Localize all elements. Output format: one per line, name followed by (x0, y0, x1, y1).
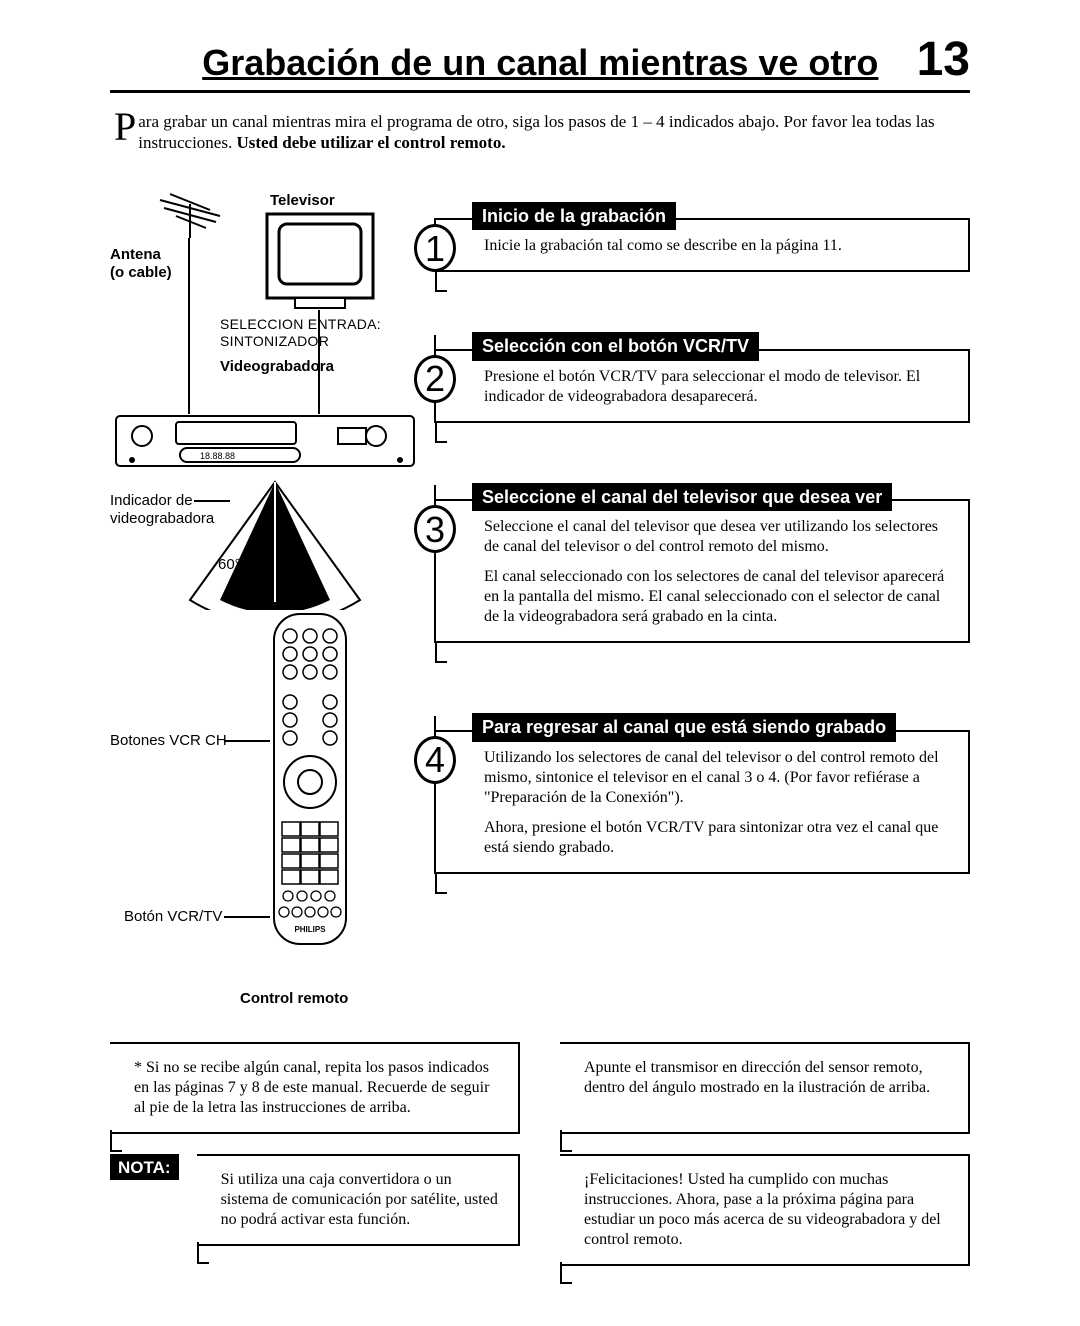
step-1-number: 1 (414, 224, 456, 272)
steps-column: Inicio de la grabación 1 Inicie la graba… (424, 182, 970, 1032)
boton-vcr-tv-label: Botón VCR/TV (124, 908, 222, 927)
step-4: Para regresar al canal que está siendo g… (424, 713, 970, 874)
step-4-header: Para regresar al canal que está siendo g… (472, 713, 896, 742)
indicador-label: Indicador de videograbadora (110, 492, 214, 530)
videograbadora-label: Videograbadora (220, 358, 334, 377)
nota-text: Si utiliza una caja convertidora o un si… (221, 1171, 498, 1228)
note-nota: NOTA: Si utiliza una caja convertidora o… (110, 1154, 520, 1266)
step-3-text-1: Seleccione el canal del televisor que de… (484, 517, 954, 557)
control-remoto-label: Control remoto (240, 990, 348, 1009)
note-apunte: Apunte el transmisor en dirección del se… (560, 1042, 970, 1134)
step-1-header: Inicio de la grabación (472, 202, 676, 231)
step-3-header: Seleccione el canal del televisor que de… (472, 483, 892, 512)
seleccion-entrada-label: SELECCION ENTRADA: SINTONIZADOR (220, 316, 381, 351)
felic-text: ¡Felicitaciones! Usted ha cumplido con m… (584, 1171, 941, 1248)
angle-label: 60° (218, 556, 241, 575)
page-title-row: Grabación de un canal mientras ve otro 1… (110, 30, 970, 93)
step-2-text: Presione el botón VCR/TV para selecciona… (484, 367, 954, 407)
step-1: Inicio de la grabación 1 Inicie la graba… (424, 202, 970, 273)
intro-paragraph: P ara grabar un canal mientras mira el p… (114, 111, 966, 154)
remote-icon: PHILIPS (260, 612, 360, 952)
botones-vcr-ch-label: Botones VCR CH (110, 732, 227, 751)
intro-bold: Usted debe utilizar el control remoto. (236, 133, 505, 152)
step-1-text: Inicie la grabación tal como se describe… (484, 236, 954, 256)
page-number: 13 (917, 30, 970, 90)
vcr-icon: 18.88.88 (110, 402, 420, 482)
step-4-text-1: Utilizando los selectores de canal del t… (484, 748, 954, 808)
intro-dropcap: P (114, 111, 138, 143)
tv-icon (265, 212, 375, 312)
antenna-icon (150, 190, 230, 240)
main-row: Antena (o cable) Televisor SELECCION ENT… (110, 182, 970, 1032)
note-apunte-text: Apunte el transmisor en dirección del se… (584, 1059, 930, 1096)
diagram-column: Antena (o cable) Televisor SELECCION ENT… (110, 182, 420, 1032)
connection-diagram: Antena (o cable) Televisor SELECCION ENT… (110, 182, 420, 1032)
step-3: Seleccione el canal del televisor que de… (424, 483, 970, 644)
step-2-number: 2 (414, 355, 456, 403)
note-asterisk-text: * Si no se recibe algún canal, repita lo… (134, 1059, 489, 1116)
page-title: Grabación de un canal mientras ve otro (170, 40, 911, 85)
brand-label: PHILIPS (294, 925, 326, 934)
step-4-text-2: Ahora, presione el botón VCR/TV para sin… (484, 818, 954, 858)
step-2: Selección con el botón VCR/TV 2 Presione… (424, 332, 970, 423)
antenna-label: Antena (o cable) (110, 246, 172, 284)
step-2-header: Selección con el botón VCR/TV (472, 332, 759, 361)
note-felicitaciones: ¡Felicitaciones! Usted ha cumplido con m… (560, 1154, 970, 1266)
step-4-number: 4 (414, 736, 456, 784)
televisor-label: Televisor (270, 192, 335, 211)
step-3-number: 3 (414, 505, 456, 553)
step-3-text-2: El canal seleccionado con los selectores… (484, 567, 954, 627)
note-asterisk: * Si no se recibe algún canal, repita lo… (110, 1042, 520, 1134)
bottom-notes: * Si no se recibe algún canal, repita lo… (110, 1042, 970, 1266)
nota-badge: NOTA: (110, 1154, 179, 1180)
svg-text:18.88.88: 18.88.88 (200, 451, 235, 461)
